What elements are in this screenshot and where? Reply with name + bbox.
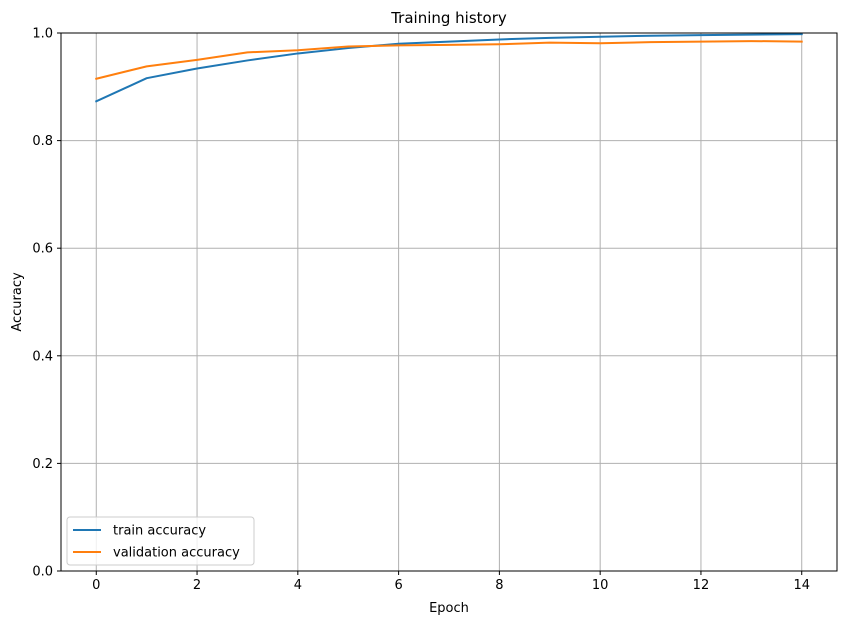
y-tick-label: 1.0 bbox=[32, 27, 53, 42]
chart-title: Training history bbox=[390, 9, 507, 27]
series-line-validation-accuracy bbox=[95, 40, 803, 80]
x-tick-label: 2 bbox=[193, 578, 201, 593]
series-line-train-accuracy bbox=[94, 33, 803, 103]
x-tick-label: 4 bbox=[294, 578, 302, 593]
x-tick-label: 0 bbox=[92, 578, 100, 593]
x-tick-label: 14 bbox=[793, 578, 810, 593]
x-tick-label: 12 bbox=[693, 578, 710, 593]
y-tick-label: 0.2 bbox=[32, 457, 53, 472]
y-axis-ticks: 0.0 0.2 0.4 0.6 0.8 1.0 bbox=[32, 27, 61, 580]
y-tick-label: 0.0 bbox=[32, 565, 53, 580]
legend: train accuracy validation accuracy bbox=[66, 516, 255, 566]
x-axis-ticks: 0 2 4 6 8 10 12 14 bbox=[92, 571, 810, 593]
y-tick-label: 0.4 bbox=[32, 349, 53, 364]
legend-label: train accuracy bbox=[113, 524, 206, 539]
x-tick-label: 6 bbox=[394, 578, 402, 593]
legend-box bbox=[66, 516, 255, 566]
legend-label: validation accuracy bbox=[113, 546, 240, 561]
y-tick-label: 0.8 bbox=[32, 134, 53, 149]
x-tick-label: 10 bbox=[592, 578, 609, 593]
x-axis-label: Epoch bbox=[429, 601, 469, 616]
series-lines bbox=[94, 33, 803, 103]
x-tick-label: 8 bbox=[495, 578, 503, 593]
plot-frame bbox=[60, 32, 838, 572]
y-tick-label: 0.6 bbox=[32, 242, 53, 257]
y-axis-label: Accuracy bbox=[10, 272, 25, 332]
